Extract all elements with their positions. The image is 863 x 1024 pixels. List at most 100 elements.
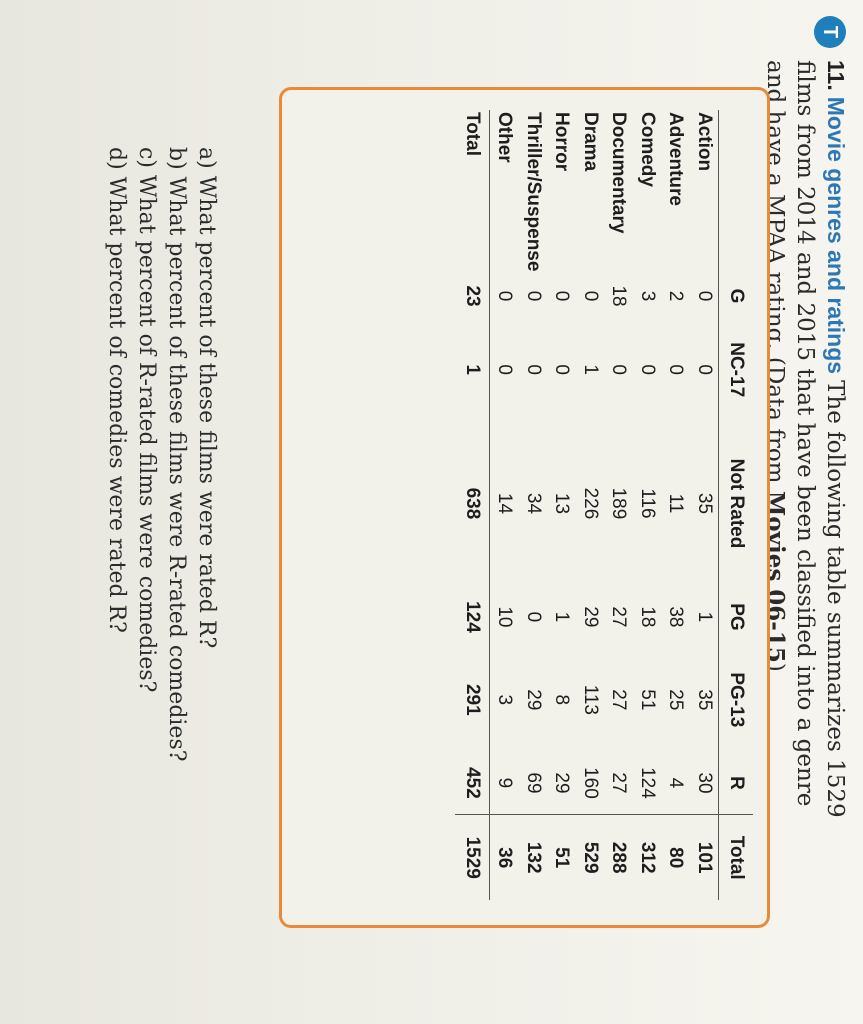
table-header-row: G NC-17 Not Rated PG PG-13 R Total	[718, 110, 753, 900]
total-row: Total 23 1 638 124 291 452 1529	[455, 110, 490, 900]
count-cell: 0	[608, 364, 630, 375]
column-total-cell: 23	[455, 274, 490, 319]
table-row: Horror 0 0 13 1 8 29 51	[547, 110, 576, 900]
question-c: c) What percent of R-rated films were co…	[134, 147, 159, 693]
row-total-cell: 101	[689, 814, 719, 900]
table-row: Other 0 0 14 10 3 9 36	[489, 110, 519, 900]
column-total-cell: 452	[455, 751, 490, 815]
column-total-cell: 124	[455, 585, 490, 649]
count-cell: 1	[579, 364, 601, 375]
row-total-cell: 36	[489, 814, 519, 900]
column-total-cell: 1	[455, 318, 490, 422]
count-cell: 0	[636, 364, 658, 375]
count-cell: 0	[551, 364, 573, 375]
question-b: b) What percent of these films were R-ra…	[164, 147, 189, 762]
count-cell: 25	[665, 689, 687, 711]
count-cell: 10	[494, 606, 516, 628]
column-header: PG	[718, 585, 753, 649]
table-row: Thriller/Suspense 0 0 34 0 29 69 132	[518, 110, 547, 900]
count-cell: 38	[665, 606, 687, 628]
column-header: NC-17	[718, 318, 753, 422]
count-cell: 9	[494, 777, 516, 789]
count-cell: 189	[608, 487, 630, 520]
column-header: G	[718, 274, 753, 319]
count-cell: 116	[636, 488, 658, 519]
count-cell: 27	[608, 772, 630, 794]
count-cell: 51	[636, 689, 658, 711]
problem-title: Movie genres and ratings	[823, 96, 849, 375]
genre-label: Other	[494, 112, 516, 163]
questions-list: a) What percent of these films were rate…	[101, 147, 221, 847]
genre-label: Drama	[579, 112, 601, 172]
column-header: R	[718, 751, 753, 815]
column-header: PG-13	[718, 648, 753, 752]
count-cell: 29	[522, 689, 544, 711]
row-total-cell: 529	[575, 814, 604, 900]
column-header: Not Rated	[718, 421, 753, 586]
count-cell: 0	[494, 364, 516, 375]
count-cell: 0	[665, 364, 687, 375]
count-cell: 160	[579, 767, 601, 799]
table-row: Adventure 2 0 11 38 25 4 80	[661, 110, 690, 900]
question-a: a) What percent of these films were rate…	[194, 147, 219, 649]
count-cell: 0	[522, 611, 544, 623]
table-box: G NC-17 Not Rated PG PG-13 R Total Actio…	[279, 87, 770, 928]
count-cell: 0	[522, 364, 544, 375]
genre-label: Adventure	[665, 112, 687, 206]
genre-label: Thriller/Suspense	[522, 112, 544, 272]
question-d: d) What percent of comedies were rated R…	[104, 147, 129, 633]
count-cell: 0	[551, 290, 573, 302]
count-cell: 13	[551, 492, 573, 515]
count-cell: 18	[608, 285, 630, 307]
count-cell: 1	[551, 611, 573, 623]
table-row: Drama 0 1 226 29 113 160 529	[575, 110, 604, 900]
table-row: Comedy 3 0 116 18 51 124 312	[632, 110, 661, 900]
count-cell: 4	[665, 777, 687, 789]
count-cell: 11	[665, 493, 687, 514]
count-cell: 226	[579, 487, 601, 520]
row-total-cell: 132	[518, 814, 547, 900]
count-cell: 113	[579, 684, 601, 715]
column-total-cell: 291	[455, 648, 490, 752]
genre-label: Documentary	[608, 112, 630, 234]
problem-statement: 11.Movie genres and ratingsThe following…	[760, 60, 851, 840]
count-cell: 29	[579, 606, 601, 628]
count-cell: 69	[522, 772, 544, 794]
count-cell: 29	[551, 772, 573, 794]
count-cell: 35	[693, 689, 715, 711]
technology-badge-icon: T	[814, 16, 846, 48]
genre-label: Comedy	[636, 112, 658, 187]
count-cell: 8	[551, 694, 573, 706]
count-cell: 124	[636, 767, 658, 799]
table-row: Action 0 0 35 1 35 30 101	[689, 110, 719, 900]
count-cell: 34	[522, 492, 544, 515]
count-cell: 0	[693, 364, 715, 375]
total-label: Total	[455, 110, 490, 274]
problem-number: 11.	[823, 60, 849, 91]
genre-label: Action	[693, 112, 715, 172]
table-body: Action 0 0 35 1 35 30 101 Adventure 2 0 11 38 25 4 80 Co…	[455, 110, 719, 900]
count-cell: 0	[579, 290, 601, 302]
count-cell: 27	[608, 606, 630, 628]
count-cell: 30	[693, 772, 715, 794]
count-cell: 0	[522, 290, 544, 302]
row-total-cell: 312	[632, 814, 661, 900]
row-total-cell: 51	[547, 814, 576, 900]
count-cell: 0	[693, 290, 715, 302]
count-cell: 3	[636, 290, 658, 302]
count-cell: 2	[665, 290, 687, 302]
count-cell: 3	[494, 694, 516, 706]
row-total-cell: 288	[604, 814, 633, 900]
genre-label: Horror	[551, 112, 573, 172]
column-header-total: Total	[718, 814, 753, 900]
row-total-cell: 80	[661, 814, 690, 900]
count-cell: 0	[494, 290, 516, 302]
column-total-cell: 638	[455, 421, 490, 586]
count-cell: 27	[608, 689, 630, 711]
ratings-table: G NC-17 Not Rated PG PG-13 R Total Actio…	[455, 110, 753, 900]
grand-total-cell: 1529	[455, 814, 490, 900]
count-cell: 1	[693, 611, 715, 623]
count-cell: 18	[636, 606, 658, 628]
count-cell: 35	[693, 492, 715, 515]
